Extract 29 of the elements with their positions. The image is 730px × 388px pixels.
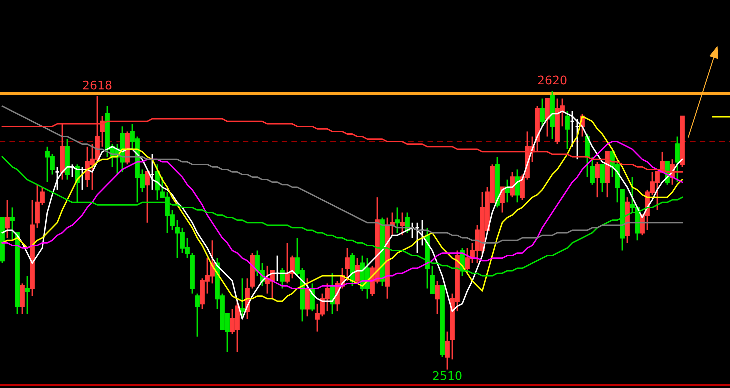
candlestick <box>430 265 435 295</box>
candlestick <box>345 248 350 282</box>
candlestick <box>305 278 310 318</box>
candlestick <box>540 98 545 128</box>
annotation: 2618 <box>83 80 112 90</box>
candlestick <box>435 280 440 315</box>
annotation: 2620 <box>538 76 567 85</box>
candlestick <box>10 207 15 242</box>
candlestick <box>195 293 200 338</box>
candlestick <box>405 212 410 234</box>
candlestick <box>515 169 520 204</box>
candlestick <box>500 186 505 214</box>
candlestick <box>585 134 590 178</box>
candlestick <box>355 258 360 284</box>
candlestick <box>590 156 595 186</box>
candlestick <box>510 172 515 198</box>
candlestick <box>280 268 285 290</box>
candlestick <box>445 331 450 370</box>
candlestick <box>675 136 680 184</box>
annotation: 2510 <box>433 371 462 380</box>
candlestick <box>565 110 570 150</box>
candlestick <box>25 275 30 315</box>
candlestick <box>20 282 25 315</box>
candlestick <box>395 207 400 234</box>
candlestick <box>400 212 405 236</box>
candlestick <box>145 172 150 224</box>
candlestick <box>545 98 550 138</box>
candlestick <box>600 164 605 194</box>
candlestick <box>5 199 10 239</box>
